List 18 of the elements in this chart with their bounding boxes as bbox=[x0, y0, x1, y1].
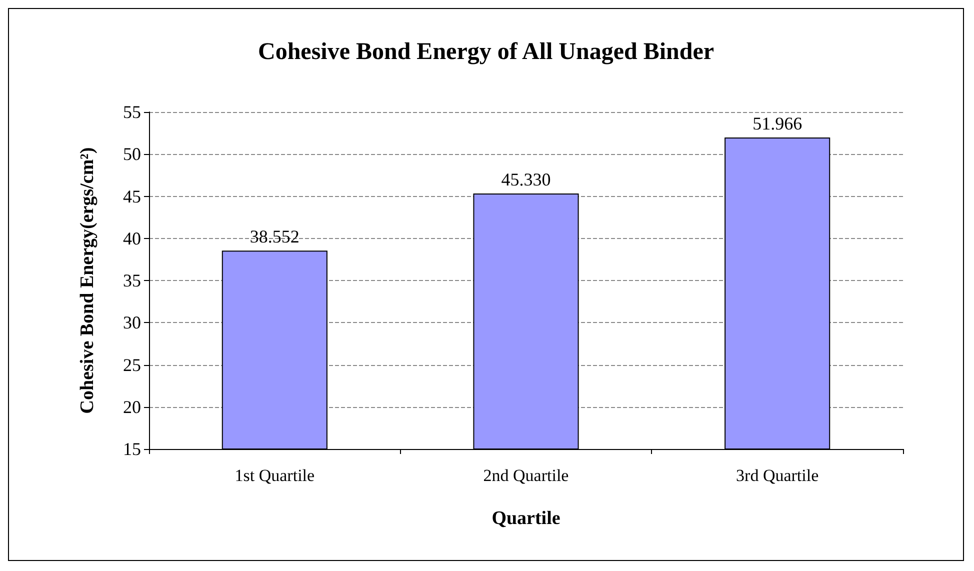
y-tick-label: 15 bbox=[123, 439, 141, 459]
y-tick-label: 45 bbox=[123, 186, 141, 206]
data-label: 38.552 bbox=[250, 226, 300, 247]
y-tick-label: 20 bbox=[123, 396, 141, 417]
y-tick-label: 55 bbox=[123, 102, 141, 122]
y-tick-label: 30 bbox=[123, 312, 141, 333]
y-tick-label: 50 bbox=[123, 144, 141, 164]
x-tick-label: 1st Quartile bbox=[234, 466, 315, 485]
x-tick-label: 3rd Quartile bbox=[736, 466, 819, 485]
data-label: 45.330 bbox=[501, 169, 551, 190]
y-tick-label: 35 bbox=[123, 270, 141, 290]
y-axis-title: Cohesive Bond Energy(ergs/cm²) bbox=[77, 147, 98, 414]
x-axis-title: Quartile bbox=[492, 508, 560, 529]
y-tick-label: 25 bbox=[123, 354, 141, 375]
data-label: 51.966 bbox=[752, 114, 802, 134]
x-tick-label: 2nd Quartile bbox=[483, 466, 569, 485]
y-tick-label: 40 bbox=[123, 228, 141, 248]
chart-title: Cohesive Bond Energy of All Unaged Binder bbox=[258, 39, 714, 65]
